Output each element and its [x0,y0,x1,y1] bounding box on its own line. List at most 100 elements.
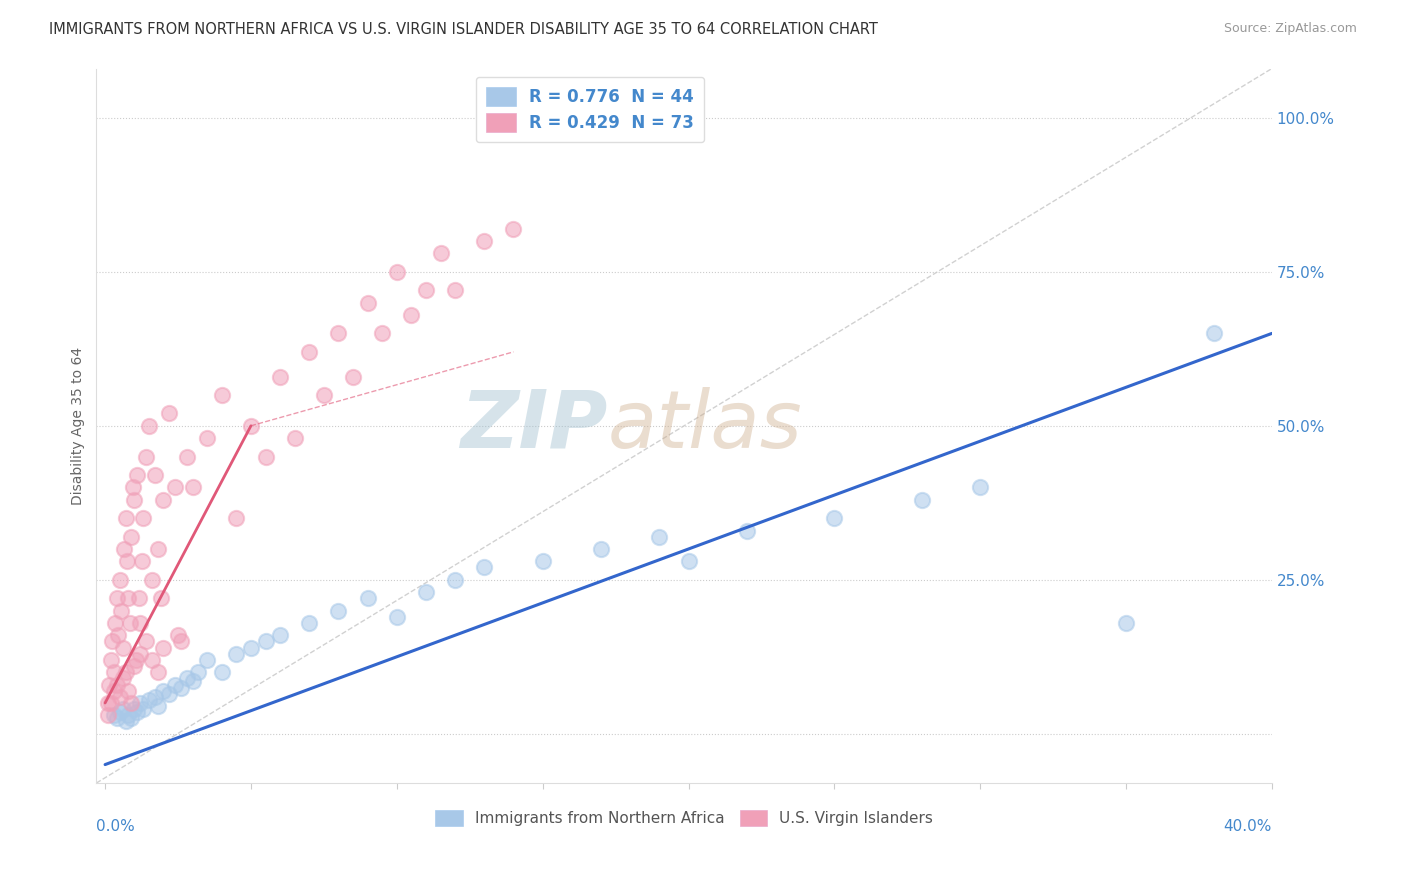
Point [239,640,262,655]
Point [157,687,180,701]
Point [176,450,198,464]
Point [648,530,671,544]
Point [589,541,612,556]
Point [298,615,321,630]
Point [356,591,378,606]
Point [415,283,437,297]
Point [100,653,122,667]
Point [152,492,174,507]
Point [342,369,364,384]
Point [823,511,845,525]
Point [429,246,451,260]
Point [132,511,155,525]
Point [187,665,209,680]
Point [110,604,132,618]
Point [100,696,122,710]
Point [356,295,378,310]
Point [114,714,136,729]
Point [678,554,700,568]
Point [472,560,495,574]
Point [152,683,174,698]
Point [131,554,153,568]
Point [103,665,125,680]
Point [146,665,169,680]
Point [118,615,141,630]
Point [105,711,128,725]
Point [165,480,187,494]
Point [911,492,934,507]
Point [969,480,991,494]
Point [141,653,163,667]
Point [129,647,152,661]
Point [195,431,218,445]
Text: 0.0%: 0.0% [97,819,135,834]
Point [181,674,204,689]
Point [181,480,204,494]
Point [97,696,120,710]
Point [105,677,128,691]
Point [1202,326,1225,341]
Point [105,591,128,606]
Point [104,615,127,630]
Point [114,665,136,680]
Point [176,671,198,685]
Point [149,591,172,606]
Point [117,683,139,698]
Point [170,634,193,648]
Point [135,450,157,464]
Point [254,634,277,648]
Point [146,699,169,714]
Point [122,659,145,673]
Point [120,530,142,544]
Point [385,265,408,279]
Point [328,604,350,618]
Point [138,418,160,433]
Point [211,665,233,680]
Point [143,690,166,704]
Point [127,468,149,483]
Point [157,407,180,421]
Point [103,683,125,698]
Point [103,708,125,723]
Point [472,234,495,248]
Point [531,554,554,568]
Point [415,585,437,599]
Point [167,628,190,642]
Point [312,388,335,402]
Point [129,615,152,630]
Point [122,702,145,716]
Point [127,705,149,719]
Point [239,418,262,433]
Point [120,711,142,725]
Point [125,653,148,667]
Point [298,344,321,359]
Point [284,431,307,445]
Point [401,308,423,322]
Point [502,221,524,235]
Point [129,696,152,710]
Point [132,702,155,716]
Point [135,634,157,648]
Point [117,591,139,606]
Point [444,573,467,587]
Point [120,696,142,710]
Text: atlas: atlas [607,387,803,465]
Text: ZIP: ZIP [460,387,607,465]
Point [165,677,187,691]
Point [128,591,150,606]
Point [1115,615,1137,630]
Point [328,326,350,341]
Point [111,702,134,716]
Point [254,450,277,464]
Point [444,283,467,297]
Point [269,628,291,642]
Point [146,541,169,556]
Point [107,628,129,642]
Point [141,573,163,587]
Point [111,671,134,685]
Point [121,480,143,494]
Point [143,468,166,483]
Legend: R = 0.776  N = 44, R = 0.429  N = 73: R = 0.776 N = 44, R = 0.429 N = 73 [477,77,704,142]
Point [211,388,233,402]
Point [269,369,291,384]
